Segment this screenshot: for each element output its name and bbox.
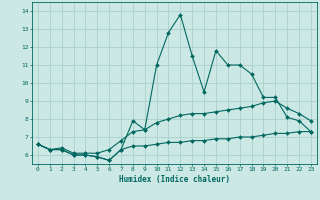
X-axis label: Humidex (Indice chaleur): Humidex (Indice chaleur) xyxy=(119,175,230,184)
